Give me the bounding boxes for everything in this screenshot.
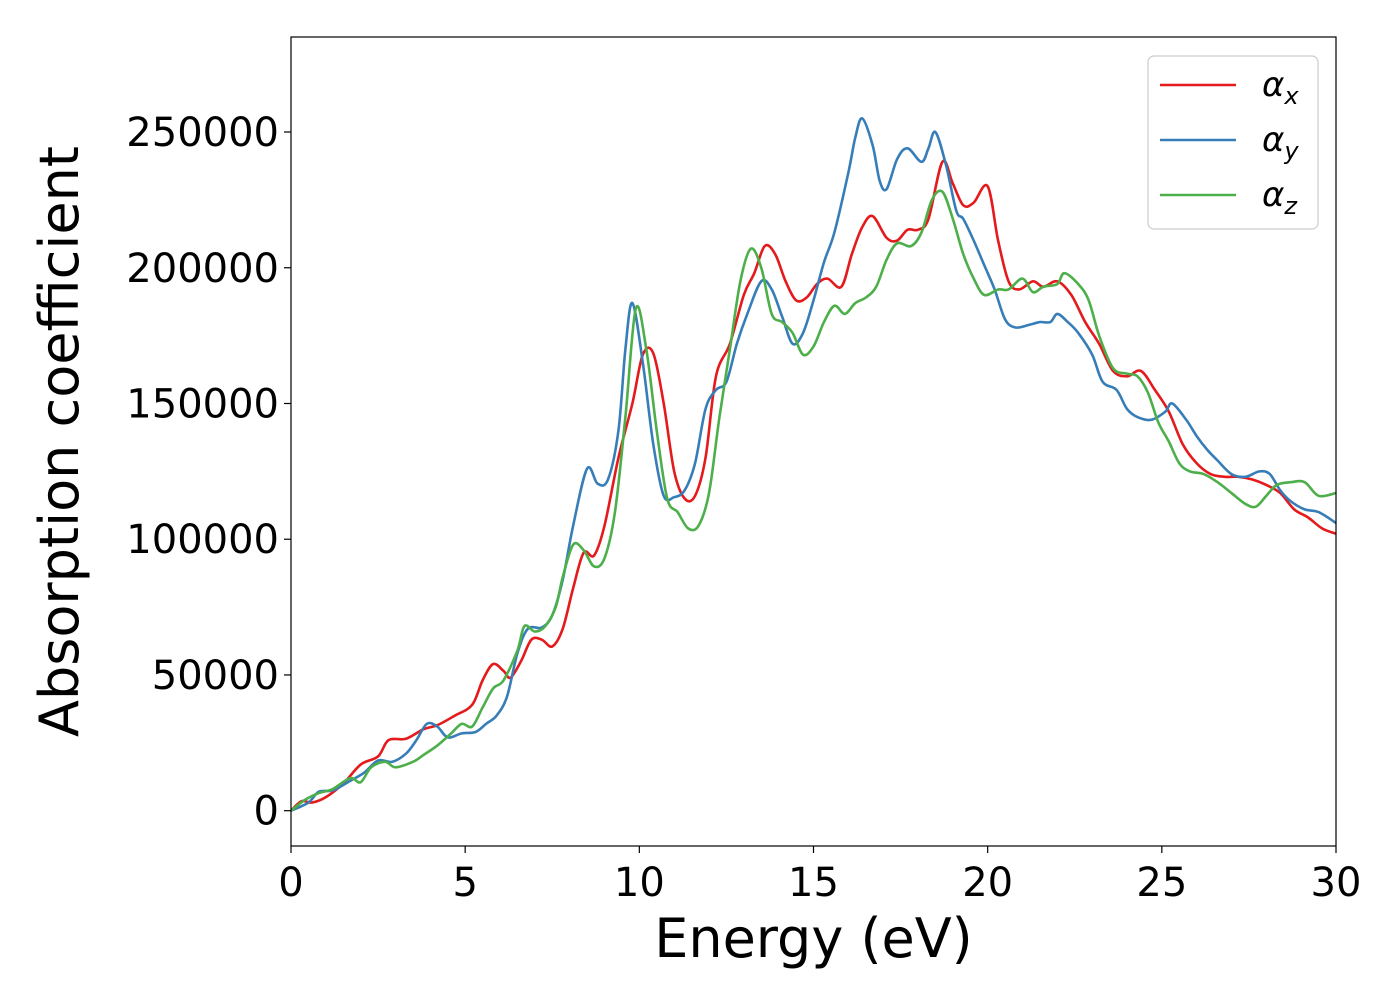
legend-symbol: α [1262,175,1284,215]
legend-subscript: y [1283,137,1299,165]
x-tick-label: 20 [962,860,1013,906]
y-tick-label: 0 [254,789,279,835]
x-tick-label: 10 [614,860,665,906]
y-axis-ticks: 0 50000 100000 150000 200000 250000 [126,110,291,835]
legend-symbol: α [1262,120,1284,160]
y-tick-label: 150000 [126,381,279,427]
x-tick-label: 0 [278,860,303,906]
x-axis-label: Energy (eV) [654,907,973,970]
x-tick-label: 25 [1136,860,1187,906]
legend-label-y: αy [1262,120,1299,165]
legend-subscript: x [1283,82,1299,110]
legend-label-x: αx [1262,65,1299,110]
y-tick-label: 50000 [152,653,279,699]
x-tick-label: 30 [1311,860,1362,906]
y-tick-label: 200000 [126,246,279,292]
plot-lines [291,117,1336,813]
legend-label-z: αz [1262,175,1298,220]
series-line-z [291,189,1336,813]
legend-box [1147,55,1319,230]
legend-subscript: z [1283,192,1298,220]
x-tick-label: 5 [452,860,477,906]
x-axis-ticks: 0 5 10 15 20 25 30 [278,846,1361,906]
series-line-x [291,159,1336,813]
x-tick-label: 15 [788,860,839,906]
legend-symbol: α [1262,65,1284,105]
series-line-y [291,117,1336,813]
y-tick-label: 100000 [126,517,279,563]
y-axis-label: Absorption coefficient [28,146,91,737]
y-tick-label: 250000 [126,110,279,156]
